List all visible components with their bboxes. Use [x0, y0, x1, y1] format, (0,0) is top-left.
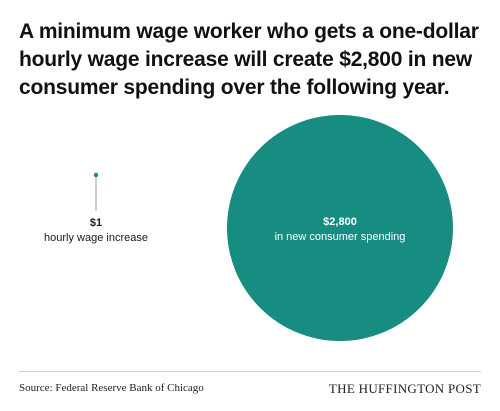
footer-divider [19, 371, 481, 372]
small-bubble-value-label: $1 [90, 217, 102, 229]
small-bubble-caption: hourly wage increase [44, 232, 148, 244]
large-bubble-value-label: $2,800 [323, 216, 357, 228]
large-bubble-caption: in new consumer spending [275, 231, 406, 243]
source-note: Source: Federal Reserve Bank of Chicago [19, 382, 204, 394]
large-bubble [227, 115, 453, 341]
publisher-logo: THE HUFFINGTON POST [328, 381, 481, 396]
small-bubble [93, 172, 99, 178]
large-bubble-group: $2,800 in new consumer spending [227, 115, 453, 341]
small-bubble-group: $1 hourly wage increase [44, 172, 148, 244]
chart-title: A minimum wage worker who gets a one-dol… [19, 20, 479, 99]
